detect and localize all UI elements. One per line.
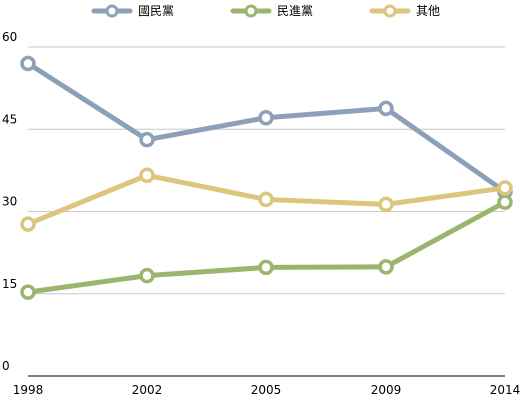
data-point — [378, 259, 394, 275]
legend-item: 其他 — [369, 4, 440, 18]
legend: 國民黨 民進黨 其他 — [91, 4, 440, 18]
legend-swatch-marker — [383, 4, 397, 18]
legend-label: 國民黨 — [138, 4, 174, 18]
series-line — [25, 60, 508, 195]
data-point — [378, 196, 394, 213]
series-1 — [20, 55, 513, 200]
x-tick-label: 2005 — [251, 383, 282, 397]
data-point — [139, 131, 155, 148]
x-tick-label: 2009 — [371, 383, 402, 397]
y-tick-label: 45 — [2, 112, 17, 126]
y-tick-label: 15 — [2, 277, 17, 291]
legend-item: 民進黨 — [230, 4, 313, 18]
y-tick-label: 60 — [2, 30, 17, 44]
data-point — [139, 267, 155, 284]
legend-label: 其他 — [416, 4, 440, 18]
legend-swatch-marker — [105, 4, 119, 18]
x-tick-label: 2014 — [490, 383, 521, 397]
x-tick-label: 1998 — [13, 383, 44, 397]
series-3 — [20, 167, 513, 232]
y-tick-label: 30 — [2, 195, 17, 209]
legend-item: 國民黨 — [91, 4, 174, 18]
axis-layer: 0 15 30 45 60 1998 2002 2005 2009 2014 — [2, 30, 520, 397]
series-line — [25, 199, 508, 295]
data-point — [20, 55, 36, 72]
legend-label: 民進黨 — [277, 4, 313, 18]
data-point — [258, 109, 274, 126]
data-point — [497, 180, 513, 196]
grid-layer — [28, 46, 505, 295]
data-point — [497, 194, 513, 210]
data-point — [258, 259, 274, 276]
x-tick-label: 2002 — [132, 383, 163, 397]
data-point — [20, 216, 36, 232]
data-point — [378, 100, 394, 117]
data-point — [139, 167, 155, 184]
data-point — [20, 284, 36, 300]
series-2 — [20, 194, 513, 300]
data-point — [258, 191, 274, 208]
series-layer — [20, 55, 513, 300]
y-tick-label: 0 — [2, 359, 10, 373]
legend-swatch-marker — [244, 4, 258, 18]
